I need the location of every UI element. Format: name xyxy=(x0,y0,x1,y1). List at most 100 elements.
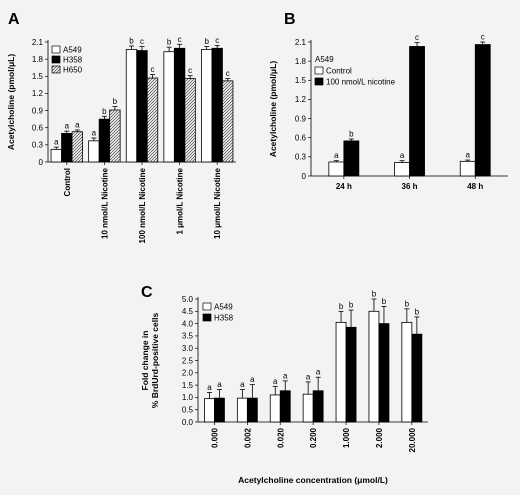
legend-swatch xyxy=(314,66,324,75)
bar-h650 xyxy=(146,77,159,163)
significance-label: b xyxy=(415,307,420,316)
bar-a549 xyxy=(125,49,138,163)
bar-h650 xyxy=(71,131,83,163)
bar-a549 xyxy=(269,394,281,423)
bar-control xyxy=(394,162,410,177)
significance-label: c xyxy=(415,33,419,42)
y-tick-label: 0 xyxy=(302,172,307,181)
y-tick-label: 1.0 xyxy=(182,393,194,402)
significance-label: a xyxy=(217,380,222,389)
significance-label: a xyxy=(65,122,70,131)
significance-label: a xyxy=(400,151,405,160)
legend-label: H358 xyxy=(63,56,83,65)
bar-h358 xyxy=(411,333,423,423)
category-label: 1.000 xyxy=(342,427,351,448)
y-tick-label: 0.9 xyxy=(295,114,307,123)
y-tick-label: 1.2 xyxy=(295,95,307,104)
bar-a549 xyxy=(50,149,62,163)
category-label: Control xyxy=(63,168,72,196)
legend-swatch xyxy=(51,45,61,54)
bar-100-nmol-l-nicotine xyxy=(409,46,425,177)
y-tick-label: 0.9 xyxy=(32,106,44,115)
y-tick-label: 1.5 xyxy=(182,381,194,390)
y-tick-label: 2.0 xyxy=(182,369,194,378)
significance-label: a xyxy=(207,383,212,392)
panel-letter-c: C xyxy=(141,284,153,301)
category-label: 0.000 xyxy=(210,427,219,448)
panel-a: A 0 0.3 0.6 0.9 1.2 1.5 1.8 2.1 Acetylcholine (pm… xyxy=(6,11,236,243)
significance-label: b xyxy=(382,297,387,306)
category-label: 10 μmol/L Nicotine xyxy=(213,167,222,239)
category-label: 10 nmol/L Nicotine xyxy=(100,167,109,239)
significance-label: a xyxy=(92,129,97,138)
y-tick-label: 0.3 xyxy=(295,153,307,162)
y-axis-title: Acetylcholine (pmol/μL) xyxy=(6,54,16,151)
panel-b: B 0 0.3 0.6 0.9 1.2 1.5 1.8 2.1 Acetylcholine (pm… xyxy=(268,11,508,191)
x-axis-title: Acetylcholine concentration (μmol/L) xyxy=(238,475,388,485)
significance-label: a xyxy=(54,138,59,147)
legend-swatch xyxy=(51,55,61,64)
significance-label: b xyxy=(102,107,107,116)
significance-label: a xyxy=(283,371,288,380)
significance-label: b xyxy=(204,37,209,46)
bar-h650 xyxy=(184,78,196,163)
bar-h358 xyxy=(345,326,357,423)
y-tick-label: 2.1 xyxy=(295,38,307,47)
y-tick-label: 5.0 xyxy=(182,295,194,304)
y-axis-title-line: % BrdUrd-positive cells xyxy=(150,313,160,409)
category-label: 24 h xyxy=(336,182,352,191)
significance-label: a xyxy=(316,368,321,377)
legend-swatch xyxy=(314,77,324,86)
y-tick-label: 0.6 xyxy=(295,134,307,143)
bar-h358 xyxy=(61,133,73,163)
y-tick-label: 3.0 xyxy=(182,344,194,353)
bar-h358 xyxy=(279,390,291,423)
y-tick-label: 0.0 xyxy=(182,418,194,427)
significance-label: a xyxy=(334,151,339,160)
y-tick-label: 3.5 xyxy=(182,332,194,341)
legend-label: A549 xyxy=(63,46,82,55)
bar-h358 xyxy=(98,118,111,163)
significance-label: a xyxy=(306,372,311,381)
category-label: 100 nmol/L Nicotine xyxy=(138,167,147,243)
legend-swatch xyxy=(202,313,212,322)
legend-swatch xyxy=(51,65,61,74)
significance-label: b xyxy=(372,290,377,299)
category-label: 36 h xyxy=(402,182,418,191)
bar-a549 xyxy=(335,321,347,423)
legend-title: A549 xyxy=(315,55,334,64)
bar-h358 xyxy=(173,47,186,163)
significance-label: c xyxy=(226,69,230,78)
significance-label: b xyxy=(405,299,410,308)
significance-label: a xyxy=(240,380,245,389)
y-tick-label: 4.5 xyxy=(182,307,194,316)
significance-label: b xyxy=(167,38,172,47)
significance-label: c xyxy=(188,66,192,75)
y-tick-label: 1.5 xyxy=(32,72,44,81)
category-label: 1 μmol/L Nicotine xyxy=(176,167,185,234)
legend-label: Control xyxy=(326,67,352,76)
category-label: 48 h xyxy=(467,182,483,191)
significance-label: b xyxy=(339,302,344,311)
category-label: 0.020 xyxy=(276,427,285,448)
panel-c: C 0.0 0.5 1.0 1.5 2.0 2.5 3.0 3.5 4.0 4.5 5.0 Fold c… xyxy=(140,284,428,485)
bar-a549 xyxy=(302,393,314,423)
bar-h358 xyxy=(312,390,324,423)
category-label: 20.000 xyxy=(408,427,417,452)
bar-a549 xyxy=(204,398,215,423)
bar-control xyxy=(328,161,345,177)
y-tick-label: 0.3 xyxy=(32,141,44,150)
significance-label: c xyxy=(481,33,485,42)
significance-label: a xyxy=(273,377,278,386)
significance-label: b xyxy=(129,37,134,46)
bar-100-nmol-l-nicotine xyxy=(343,140,360,177)
y-tick-label: 4.0 xyxy=(182,319,194,328)
panel-letter-a: A xyxy=(8,11,20,28)
y-tick-label: 0.6 xyxy=(32,124,44,133)
y-tick-label: 2.5 xyxy=(182,356,194,365)
significance-label: a xyxy=(75,121,80,130)
significance-label: b xyxy=(349,301,354,310)
y-tick-label: 0.5 xyxy=(182,406,194,415)
panel-letter-b: B xyxy=(284,11,296,28)
